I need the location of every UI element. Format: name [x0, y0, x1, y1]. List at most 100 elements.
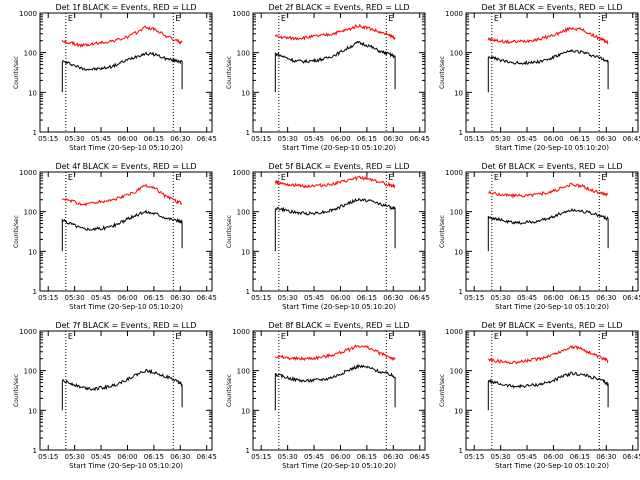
y-tick-label: 1: [246, 447, 250, 455]
x-axis-label: Start Time (20-Sep-10 05:10:20): [495, 303, 609, 311]
events-series-line: [487, 207, 609, 252]
x-tick-label: 05:15: [38, 294, 58, 302]
y-tick-label: 10: [454, 89, 463, 97]
marker-label: E: [388, 173, 393, 182]
x-axis-label: Start Time (20-Sep-10 05:10:20): [69, 462, 183, 470]
x-tick-label: 05:30: [278, 453, 298, 461]
x-tick-label: 05:15: [464, 135, 484, 143]
y-tick-label: 1: [33, 129, 37, 137]
y-tick-label: 1000: [232, 10, 250, 18]
y-tick-label: 1000: [19, 169, 37, 177]
marker-label: E: [601, 14, 606, 23]
marker-label: E: [68, 173, 73, 182]
y-tick-label: 10: [454, 407, 463, 415]
x-tick-label: 05:45: [91, 294, 111, 302]
y-axis-label: Counts/sec: [13, 374, 20, 407]
x-tick-label: 06:45: [197, 453, 217, 461]
x-tick-label: 06:15: [570, 294, 590, 302]
x-tick-label: 05:45: [304, 294, 324, 302]
marker-label: E: [175, 173, 180, 182]
x-tick-label: 05:30: [65, 294, 85, 302]
lld-series-line: [487, 345, 609, 365]
lld-series-line: [61, 183, 183, 207]
lld-series-line: [274, 23, 396, 41]
events-series-line: [61, 368, 183, 411]
x-axis-label: Start Time (20-Sep-10 05:10:20): [282, 303, 396, 311]
detector-panel: Det 2f BLACK = Events, RED = LLD 1 10 100 10…: [226, 3, 430, 152]
y-tick-label: 100: [24, 50, 37, 58]
x-tick-label: 06:15: [570, 453, 590, 461]
plot-frame: [252, 12, 426, 133]
y-tick-label: 10: [241, 248, 250, 256]
x-axis-label: Start Time (20-Sep-10 05:10:20): [69, 144, 183, 152]
y-tick-label: 1000: [19, 10, 37, 18]
y-axis-label: Counts/sec: [226, 215, 233, 248]
panel-title: Det 4f BLACK = Events, RED = LLD: [55, 162, 196, 171]
marker-label: E: [388, 14, 393, 23]
x-tick-label: 05:15: [251, 453, 271, 461]
marker-label: E: [68, 332, 73, 341]
x-tick-label: 06:00: [117, 135, 137, 143]
x-tick-label: 06:00: [330, 135, 350, 143]
y-tick-label: 1: [33, 288, 37, 296]
x-tick-label: 05:45: [517, 135, 537, 143]
plot-frame: [39, 12, 213, 133]
x-tick-label: 05:15: [38, 135, 58, 143]
x-axis-label: Start Time (20-Sep-10 05:10:20): [495, 144, 609, 152]
plot-frame: [465, 171, 639, 292]
y-axis-label: Counts/sec: [439, 56, 446, 89]
x-tick-label: 05:30: [491, 294, 511, 302]
x-tick-label: 06:00: [117, 294, 137, 302]
x-tick-label: 06:45: [197, 294, 217, 302]
lld-series-line: [487, 26, 609, 45]
x-tick-label: 06:15: [570, 135, 590, 143]
detector-panel: Det 4f BLACK = Events, RED = LLD 1 10 100 10…: [13, 162, 217, 311]
detector-panel: Det 5f BLACK = Events, RED = LLD 1 10 100 10…: [226, 162, 430, 311]
y-tick-label: 1000: [19, 328, 37, 336]
y-tick-label: 10: [241, 89, 250, 97]
x-tick-label: 06:30: [596, 294, 616, 302]
events-series-line: [487, 48, 609, 93]
marker-label: E: [494, 14, 499, 23]
plot-frame: [39, 330, 213, 451]
y-tick-label: 100: [237, 50, 250, 58]
detector-panel: Det 7f BLACK = Events, RED = LLD 1 10 100 10…: [13, 321, 217, 470]
y-axis-label: Counts/sec: [13, 56, 20, 89]
x-tick-label: 06:15: [144, 135, 164, 143]
x-tick-label: 06:15: [357, 135, 377, 143]
x-tick-label: 06:45: [623, 294, 640, 302]
x-tick-label: 06:30: [596, 453, 616, 461]
y-axis-label: Counts/sec: [13, 215, 20, 248]
x-tick-label: 06:15: [144, 453, 164, 461]
lld-series-line: [488, 182, 609, 199]
x-tick-label: 05:15: [251, 294, 271, 302]
y-tick-label: 1: [246, 129, 250, 137]
x-tick-label: 06:00: [543, 294, 563, 302]
y-axis-label: Counts/sec: [226, 374, 233, 407]
x-tick-label: 05:15: [464, 294, 484, 302]
marker-label: E: [175, 332, 180, 341]
x-tick-label: 05:45: [304, 135, 324, 143]
y-tick-label: 10: [454, 248, 463, 256]
plot-frame: [252, 171, 426, 292]
y-axis-label: Counts/sec: [439, 374, 446, 407]
x-tick-label: 05:45: [517, 453, 537, 461]
x-tick-label: 06:45: [410, 453, 430, 461]
x-tick-label: 05:30: [278, 135, 298, 143]
lld-series-line: [275, 344, 396, 362]
y-tick-label: 1000: [232, 328, 250, 336]
marker-label: E: [281, 332, 286, 341]
x-tick-label: 05:45: [517, 294, 537, 302]
y-tick-label: 100: [450, 50, 463, 58]
events-series-line: [274, 197, 396, 252]
y-tick-label: 100: [450, 209, 463, 217]
panel-title: Det 3f BLACK = Events, RED = LLD: [481, 3, 622, 12]
y-tick-label: 1000: [445, 10, 463, 18]
events-series-line: [61, 209, 183, 252]
x-tick-label: 05:15: [251, 135, 271, 143]
x-tick-label: 06:00: [117, 453, 137, 461]
y-tick-label: 10: [28, 248, 37, 256]
x-tick-label: 06:30: [383, 294, 403, 302]
y-tick-label: 10: [241, 407, 250, 415]
